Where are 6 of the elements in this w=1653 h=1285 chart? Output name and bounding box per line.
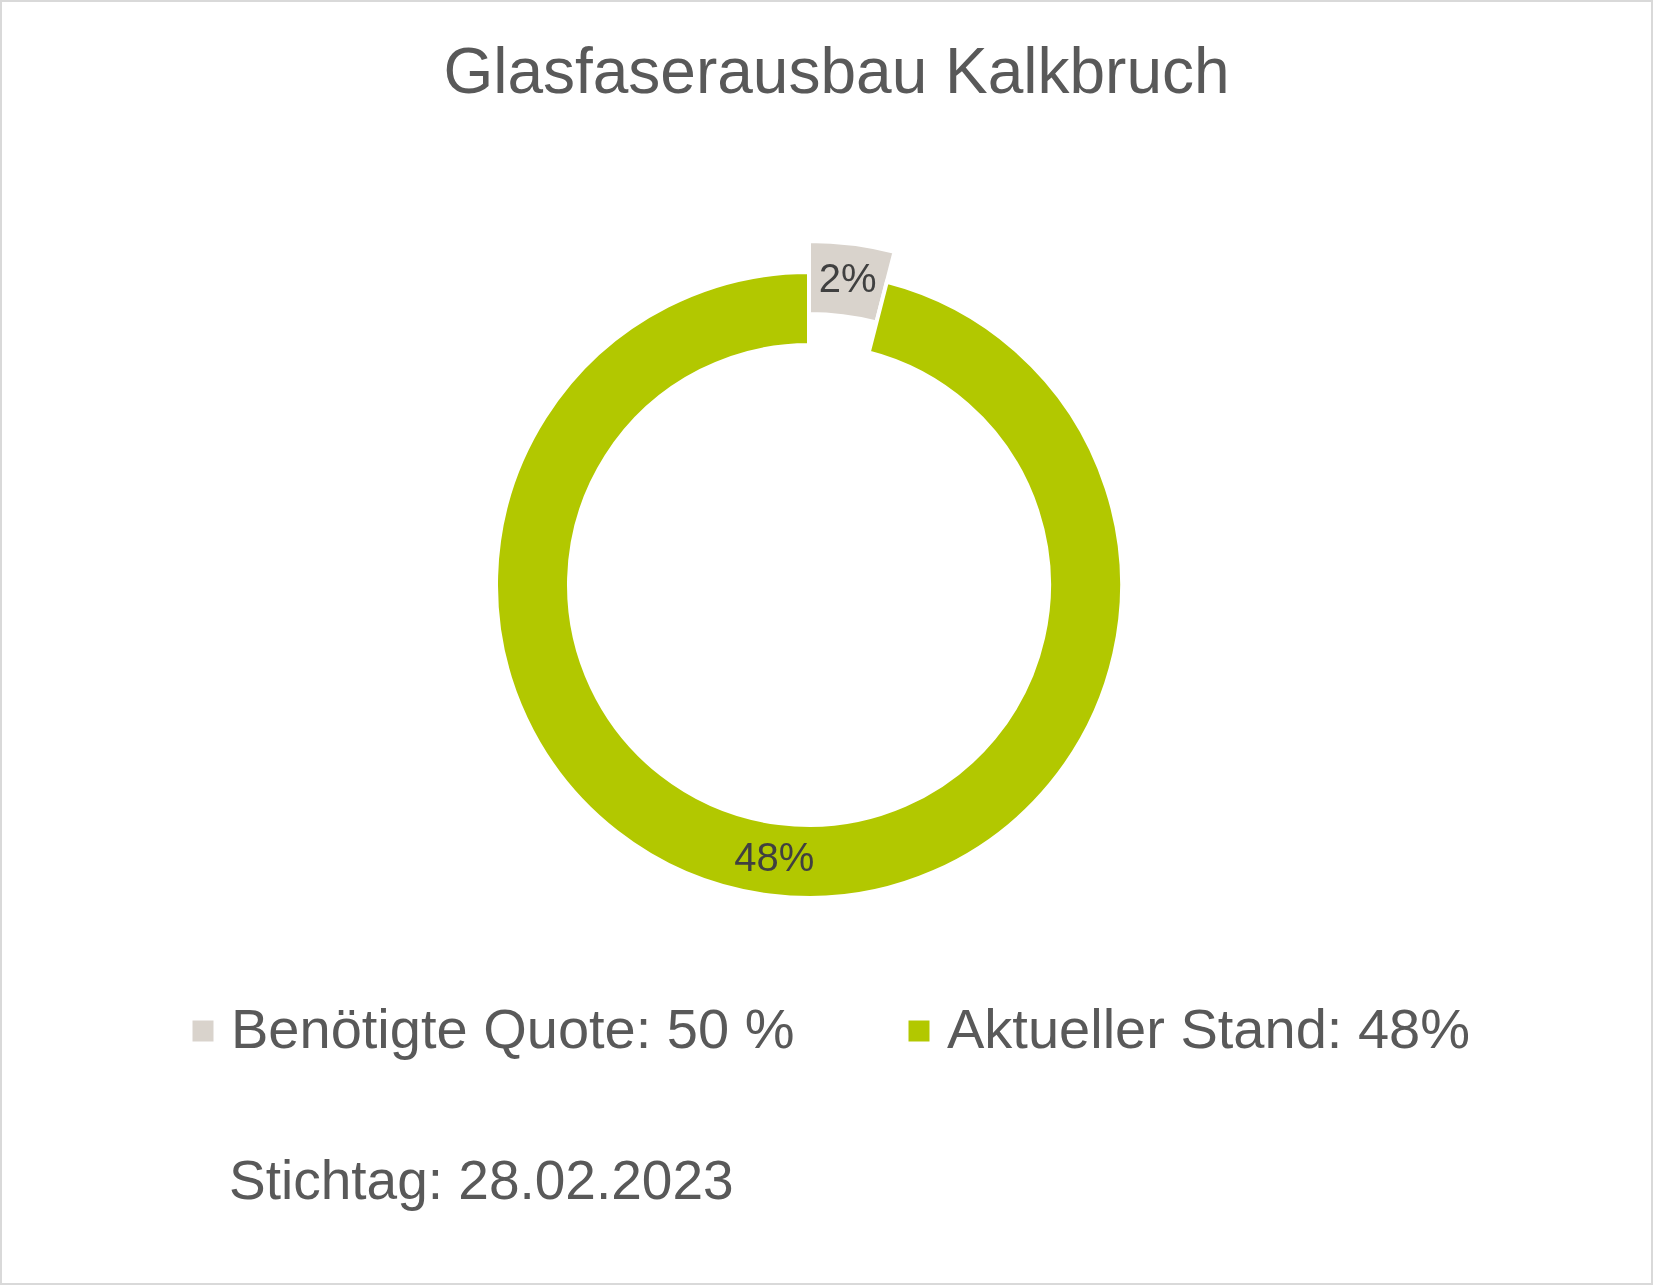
text: Stichtag: 28.02.2023 xyxy=(229,1149,734,1211)
data-label: 48% xyxy=(734,835,815,880)
legend-label: Aktueller Stand: 48% xyxy=(947,997,1470,1060)
legend-label: Benötigte Quote: 50 % xyxy=(231,997,795,1060)
data-label: 2% xyxy=(818,255,877,300)
chart-title: Glasfaserausbau Kalkbruch xyxy=(443,35,1230,107)
